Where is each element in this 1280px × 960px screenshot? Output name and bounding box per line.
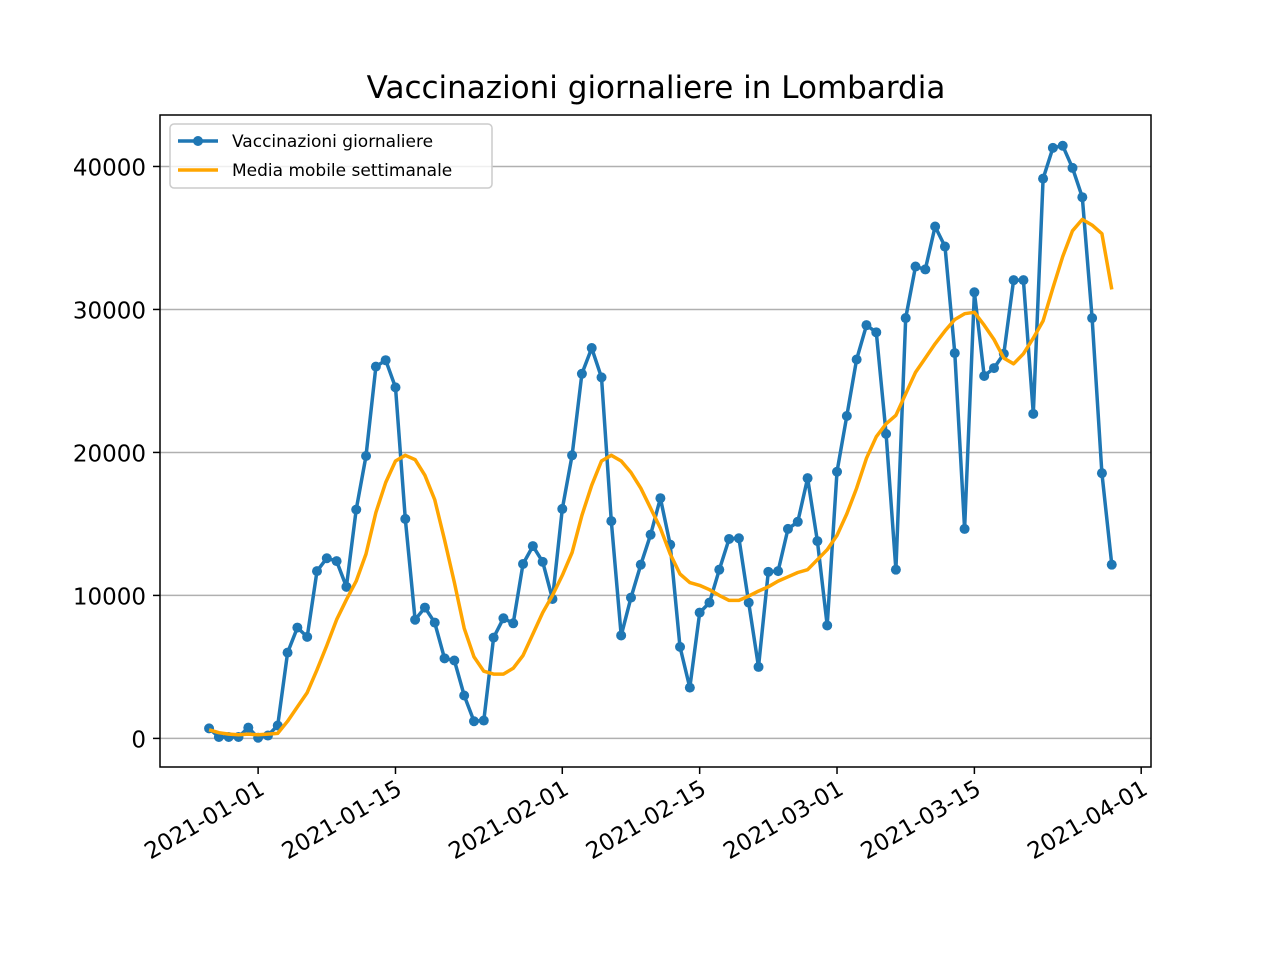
legend-label: Media mobile settimanale: [232, 161, 452, 181]
data-point: [439, 653, 450, 664]
data-point: [390, 382, 401, 393]
data-point: [724, 533, 735, 544]
data-point: [341, 581, 352, 592]
data-point: [370, 361, 381, 372]
data-point: [567, 450, 578, 461]
data-point: [449, 655, 460, 666]
data-point: [1106, 559, 1117, 570]
data-point: [890, 564, 901, 575]
data-point: [459, 690, 470, 701]
data-point: [468, 716, 479, 727]
data-point: [655, 493, 666, 504]
data-point: [1077, 192, 1088, 203]
data-point: [822, 620, 833, 631]
data-point: [302, 631, 313, 642]
data-point: [596, 372, 607, 383]
data-point: [410, 614, 421, 625]
data-point: [675, 641, 686, 652]
data-point: [478, 715, 489, 726]
data-point: [949, 348, 960, 359]
data-point: [1057, 140, 1068, 151]
y-tick-label: 40000: [73, 155, 146, 181]
data-point: [498, 613, 509, 624]
legend-marker: [193, 136, 203, 146]
data-point: [969, 287, 980, 298]
data-point: [782, 523, 793, 534]
plot-frame: [159, 114, 1152, 768]
data-point: [380, 355, 391, 366]
legend-box: [169, 123, 493, 189]
chart-title: Vaccinazioni giornaliere in Lombardia: [367, 70, 946, 106]
data-point: [989, 363, 1000, 374]
data-point: [881, 428, 892, 439]
data-point: [704, 597, 715, 608]
data-point: [733, 533, 744, 544]
data-point: [743, 597, 754, 608]
data-point: [910, 261, 921, 272]
data-point: [714, 564, 725, 575]
data-point: [400, 513, 411, 524]
data-point: [979, 370, 990, 381]
data-point: [812, 536, 823, 547]
data-point: [527, 541, 538, 552]
data-point: [1018, 275, 1029, 286]
data-point: [625, 592, 636, 603]
data-point: [763, 566, 774, 577]
data-point: [361, 451, 372, 462]
data-point: [861, 320, 872, 331]
data-point: [753, 661, 764, 672]
y-tick-label: 0: [131, 727, 146, 753]
data-point: [351, 504, 362, 515]
data-point: [321, 553, 332, 564]
data-point: [920, 264, 931, 275]
data-point: [282, 647, 293, 658]
data-point: [1038, 173, 1049, 184]
data-point: [939, 241, 950, 252]
data-point: [1008, 275, 1019, 286]
data-point: [419, 602, 430, 613]
data-point: [429, 617, 440, 628]
data-point: [606, 516, 617, 527]
data-point: [792, 516, 803, 527]
legend-label: Vaccinazioni giornaliere: [232, 132, 433, 152]
data-point: [508, 618, 519, 629]
data-point: [871, 327, 882, 338]
data-point: [841, 410, 852, 421]
data-point: [773, 566, 784, 577]
data-point: [586, 343, 597, 354]
data-point: [930, 221, 941, 232]
y-tick-label: 20000: [73, 441, 146, 467]
data-point: [243, 722, 254, 733]
data-point: [1028, 408, 1039, 419]
data-point: [488, 632, 499, 643]
data-point: [331, 556, 342, 567]
data-point: [616, 630, 627, 641]
data-point: [1096, 468, 1107, 479]
data-point: [635, 559, 646, 570]
data-point: [518, 558, 529, 569]
data-point: [802, 473, 813, 484]
legend: Vaccinazioni giornaliere Media mobile set…: [169, 123, 493, 189]
data-point: [311, 566, 322, 577]
data-point: [576, 368, 587, 379]
data-point: [557, 503, 568, 514]
data-point: [292, 622, 303, 633]
data-point: [1047, 142, 1058, 153]
y-tick-label: 10000: [73, 584, 146, 610]
data-point: [1087, 313, 1098, 324]
data-point: [1067, 162, 1078, 173]
data-point: [959, 523, 970, 534]
data-point: [537, 556, 548, 567]
series-line: [208, 217, 1114, 737]
data-point: [851, 354, 862, 365]
data-point: [832, 466, 843, 477]
data-point: [645, 529, 656, 540]
data-point: [684, 682, 695, 693]
data-point: [694, 607, 705, 618]
data-point: [900, 313, 911, 324]
y-tick-label: 30000: [73, 298, 146, 324]
